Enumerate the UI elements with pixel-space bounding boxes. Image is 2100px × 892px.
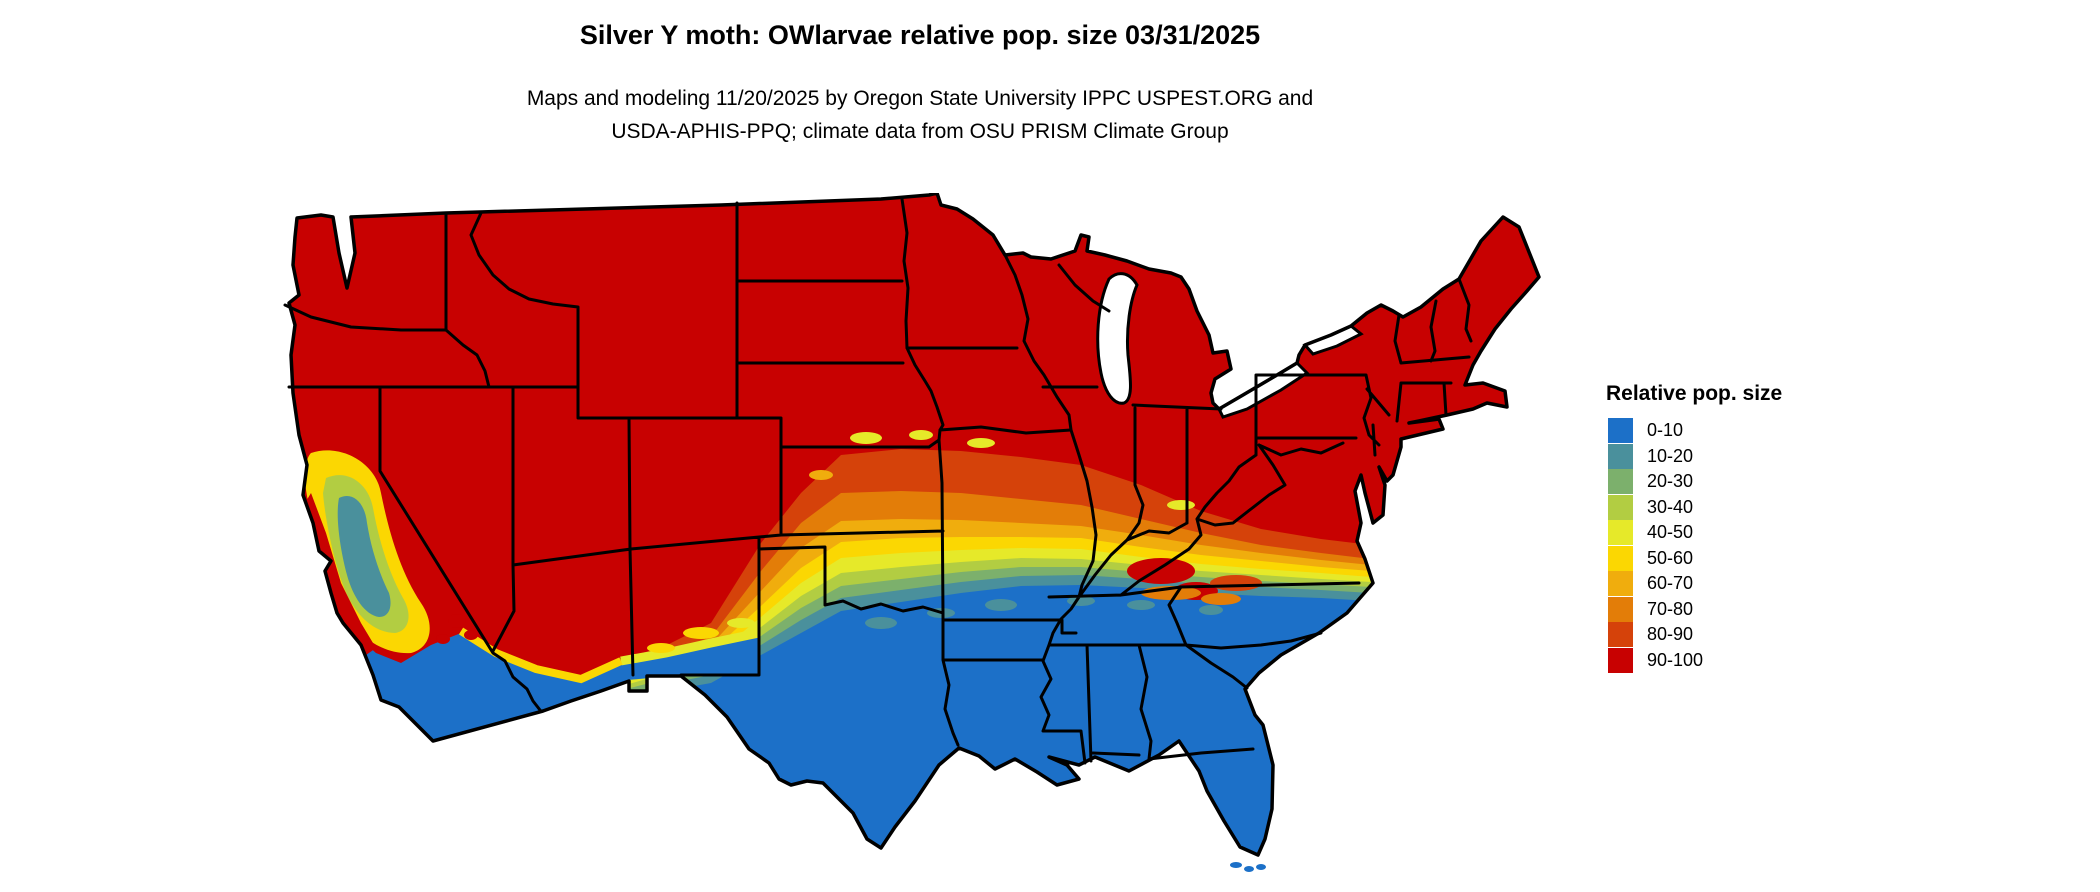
legend-item-50-60: 50-60 [1608, 545, 1888, 572]
fill-california-teal [337, 495, 391, 617]
legend-item-40-50: 40-50 [1608, 520, 1888, 546]
fringe-southwest-gold [458, 627, 623, 684]
speck [985, 599, 1017, 611]
legend-label: 60-70 [1647, 573, 1694, 594]
speck [1127, 600, 1155, 610]
speck [909, 430, 933, 440]
legend-swatch-70-80 [1608, 596, 1633, 622]
legend-label: 0-10 [1647, 420, 1684, 441]
legend-label: 40-50 [1647, 522, 1694, 543]
legend-label: 30-40 [1647, 496, 1694, 517]
speck [1199, 605, 1223, 615]
legend-item-20-30: 20-30 [1608, 469, 1888, 495]
speck [1167, 500, 1195, 510]
speck [683, 627, 719, 639]
key-dot [1230, 862, 1242, 868]
state-borders [283, 197, 1473, 765]
map-subtitle-line1: Maps and modeling 11/20/2025 by Oregon S… [526, 87, 1314, 110]
legend-label: 50-60 [1647, 547, 1694, 568]
legend-label: 90-100 [1647, 649, 1704, 670]
legend-swatch-50-60 [1608, 545, 1633, 571]
legend-label: 70-80 [1647, 598, 1694, 619]
florida-keys [1230, 862, 1266, 872]
legend-rows: 0-10 10-20 20-30 30-40 40-50 50-60 60-70 70-80 8… [1608, 418, 1888, 673]
legend-label: 10-20 [1647, 445, 1694, 466]
speck [865, 617, 897, 629]
speck [850, 432, 882, 444]
speck-socal-red [464, 630, 478, 640]
legend-item-10-20: 10-20 [1608, 443, 1888, 470]
lake-michigan [1096, 272, 1139, 405]
us-outline [287, 191, 1541, 857]
speck [967, 438, 995, 448]
legend-item-30-40: 30-40 [1608, 494, 1888, 521]
legend-swatch-90-100 [1608, 647, 1633, 673]
key-dot [1244, 866, 1254, 872]
legend-item-80-90: 80-90 [1608, 622, 1888, 648]
map-title: Silver Y moth: OWlarvae relative pop. si… [579, 20, 1261, 50]
map-subtitle: Maps and modeling 11/20/2025 by Oregon S… [0, 82, 1840, 148]
legend-title: Relative pop. size [1606, 382, 1783, 405]
map-subtitle-line2: USDA-APHIS-PPQ; climate data from OSU PR… [611, 120, 1229, 143]
fill-southwest-blue [343, 623, 759, 741]
speck-socal-red [436, 634, 450, 644]
legend-swatch-60-70 [1608, 571, 1633, 597]
us-map-svg [283, 191, 1541, 872]
speck [727, 618, 755, 628]
legend: Relative pop. size 0-10 10-20 20-30 30-40 40… [1606, 382, 1888, 673]
us-choropleth-map [281, 191, 1601, 888]
legend-swatch-30-40 [1608, 494, 1633, 520]
pocket-appalachia-orange2 [1201, 593, 1241, 605]
pocket-appalachia-red3 [1210, 575, 1262, 591]
legend-item-90-100: 90-100 [1608, 647, 1888, 674]
speck [647, 643, 675, 653]
speck-socal-red [448, 614, 466, 628]
pocket-appalachia-red1 [1127, 558, 1195, 584]
legend-swatch-40-50 [1608, 520, 1633, 546]
legend-swatch-20-30 [1608, 469, 1633, 495]
fringe-southwest-yellow [620, 628, 760, 666]
speck [809, 470, 833, 480]
legend-swatch-0-10 [1608, 418, 1633, 444]
fill-california-coast-red [305, 493, 376, 655]
key-dot [1256, 864, 1266, 870]
legend-label: 20-30 [1647, 471, 1694, 492]
legend-swatch-10-20 [1608, 443, 1633, 469]
legend-item-60-70: 60-70 [1608, 571, 1888, 597]
legend-label: 80-90 [1647, 624, 1694, 645]
legend-swatch-80-90 [1608, 622, 1633, 648]
legend-item-70-80: 70-80 [1608, 596, 1888, 623]
legend-item-0-10: 0-10 [1608, 418, 1888, 444]
